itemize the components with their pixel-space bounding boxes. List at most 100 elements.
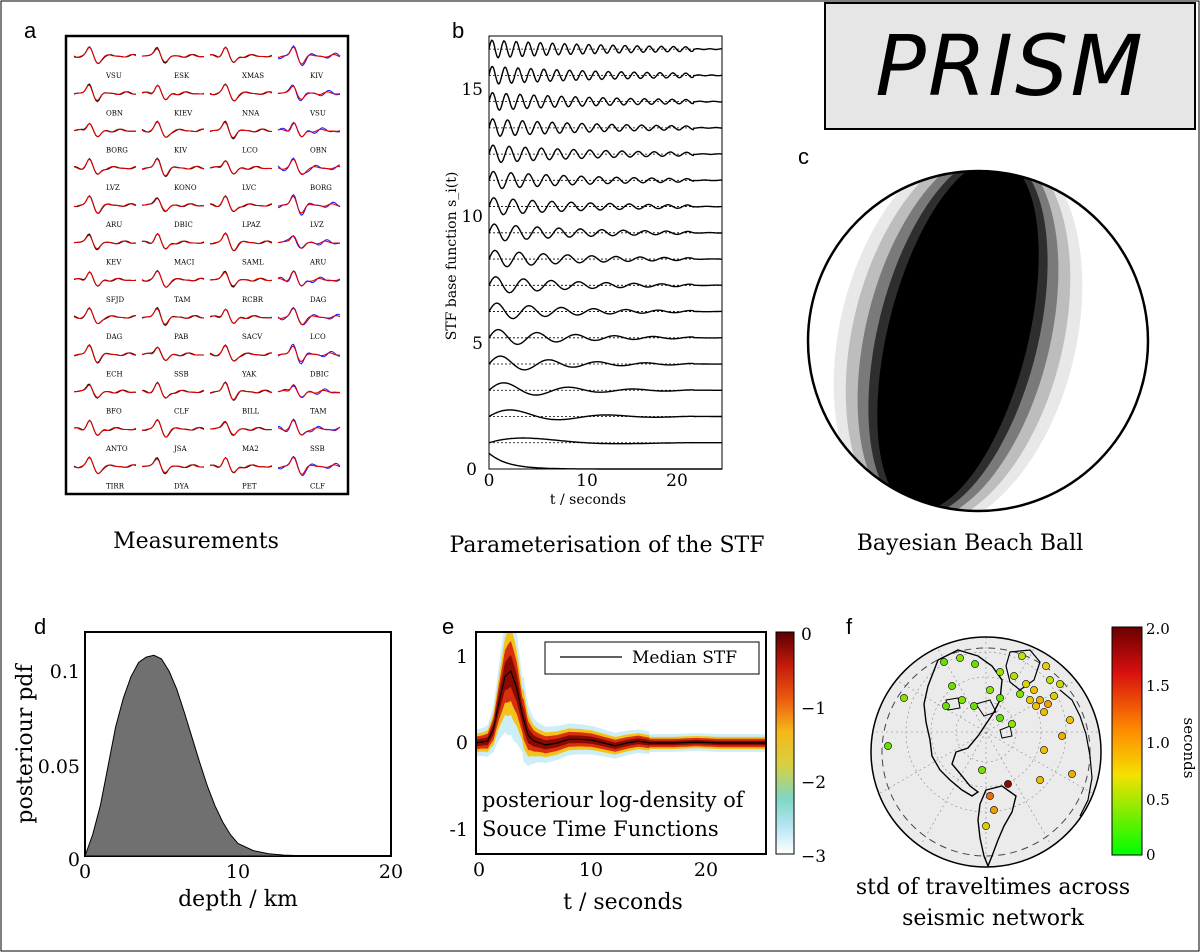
station-label: ANTO xyxy=(105,445,128,453)
station-marker xyxy=(1018,652,1026,660)
predicted-trace xyxy=(73,271,137,287)
predicted-trace xyxy=(277,85,341,101)
stf-curve xyxy=(488,409,722,421)
panel-c-beachball xyxy=(806,169,1150,513)
panel-e-xlabel: t / seconds xyxy=(563,890,683,915)
waveform-lvz: LVZ xyxy=(73,157,137,192)
globe-outline xyxy=(870,636,1102,868)
station-label: KIV xyxy=(310,72,324,80)
station-marker xyxy=(1022,680,1030,688)
station-label: DAG xyxy=(106,333,123,341)
panel-e-xtick-0: 0 xyxy=(473,859,485,881)
station-marker xyxy=(1042,662,1050,670)
station-marker xyxy=(1036,776,1044,784)
predicted-trace xyxy=(209,232,273,252)
panel-b-xlabel: t / seconds xyxy=(550,492,626,508)
station-markers xyxy=(884,652,1076,830)
panel-f-cbar-label: seconds xyxy=(1180,718,1198,779)
station-label: VSU xyxy=(309,109,326,117)
station-label: LVZ xyxy=(310,221,324,229)
predicted-trace xyxy=(209,121,273,139)
predicted-trace xyxy=(73,456,137,475)
stf-curve xyxy=(488,382,722,396)
panel-f-cbar-tick-20: 2.0 xyxy=(1146,620,1170,638)
panel-e-ytick-m1: -1 xyxy=(449,819,468,841)
panel-f-caption-2: seismic network xyxy=(902,906,1084,931)
globe-range-circle xyxy=(881,647,1091,857)
station-label: KEV xyxy=(106,259,122,267)
station-label: BORG xyxy=(106,147,128,155)
waveform-tam: TAM xyxy=(277,383,341,416)
predicted-trace xyxy=(73,122,137,138)
panel-c-caption: Bayesian Beach Ball xyxy=(857,531,1083,556)
stf-curve xyxy=(488,144,723,164)
stf-base-4 xyxy=(488,355,722,371)
beachball-shading xyxy=(833,171,1083,511)
panel-f-cbar-tick-0: 0 xyxy=(1146,846,1156,864)
panel-e-xtick-10: 10 xyxy=(579,859,603,881)
panel-e-cbar-tick-3: −3 xyxy=(801,847,826,867)
station-label: ARU xyxy=(309,259,326,267)
stf-base-11 xyxy=(488,170,722,190)
panel-a-frame xyxy=(64,34,350,496)
predicted-trace xyxy=(209,308,273,324)
waveform-sacv: SACV xyxy=(209,308,273,341)
stf-curve xyxy=(488,355,722,371)
panel-b-caption: Parameterisation of the STF xyxy=(450,533,765,558)
panel-e-ytick-0: 0 xyxy=(456,732,468,754)
waveform-kev: KEV xyxy=(73,233,137,267)
panel-b-ylabel: STF base function s_i(t) xyxy=(444,172,460,341)
station-label: SACV xyxy=(242,333,263,341)
waveform-dbic: DBIC xyxy=(277,343,341,378)
predicted-trace xyxy=(141,346,205,361)
prism-logo-box: PRISM xyxy=(824,2,1196,130)
station-label: SSB xyxy=(174,370,189,378)
waveform-pab: PAB xyxy=(141,306,205,341)
stf-base-15 xyxy=(488,65,723,85)
station-label: SAML xyxy=(242,259,264,267)
station-label: KIV xyxy=(174,147,188,155)
station-marker xyxy=(1030,686,1038,694)
stf-curve xyxy=(488,39,722,59)
waveform-ech: ECH xyxy=(73,343,137,378)
station-label: DYA xyxy=(174,482,190,490)
waveform-xmas: XMAS xyxy=(209,46,273,80)
stf-base-14 xyxy=(488,91,722,111)
station-label: MACI xyxy=(174,259,195,267)
stf-curve xyxy=(488,170,722,190)
stf-curve xyxy=(488,223,722,242)
station-marker xyxy=(1044,700,1052,708)
waveform-tirr: TIRR xyxy=(73,456,137,490)
waveform-lvz: LVZ xyxy=(277,193,341,229)
panel-e-legend xyxy=(544,641,760,675)
depth-pdf-area xyxy=(84,654,391,857)
panel-d-xtick-0: 0 xyxy=(79,861,91,883)
predicted-trace xyxy=(209,159,273,175)
europe-africa-outline xyxy=(1059,689,1093,817)
predicted-trace xyxy=(209,195,273,212)
predicted-trace xyxy=(142,419,205,438)
south-america-outline xyxy=(977,785,1017,867)
waveform-kiv: KIV xyxy=(277,45,341,80)
station-marker xyxy=(1040,708,1048,716)
panel-a-caption: Measurements xyxy=(113,529,279,554)
stf-curve xyxy=(488,276,722,294)
waveform-aru: ARU xyxy=(277,234,341,267)
station-label: TAM xyxy=(174,296,191,304)
panel-e-cbar-tick-0: 0 xyxy=(801,625,812,645)
predicted-trace xyxy=(73,158,137,175)
predicted-trace xyxy=(141,84,205,101)
panel-f-letter: f xyxy=(846,614,853,639)
panel-f-caption-1: std of traveltimes across xyxy=(856,875,1130,900)
waveform-anto: ANTO xyxy=(73,419,137,453)
stf-density-field xyxy=(476,632,766,767)
station-marker xyxy=(986,686,994,694)
station-label: VSU xyxy=(105,72,122,80)
stf-curve xyxy=(488,118,723,138)
station-label: TAM xyxy=(310,408,327,416)
globe-graticule xyxy=(871,637,1101,862)
waveform-obn: OBN xyxy=(277,121,341,155)
station-marker xyxy=(996,668,1004,676)
predicted-trace xyxy=(141,458,205,474)
